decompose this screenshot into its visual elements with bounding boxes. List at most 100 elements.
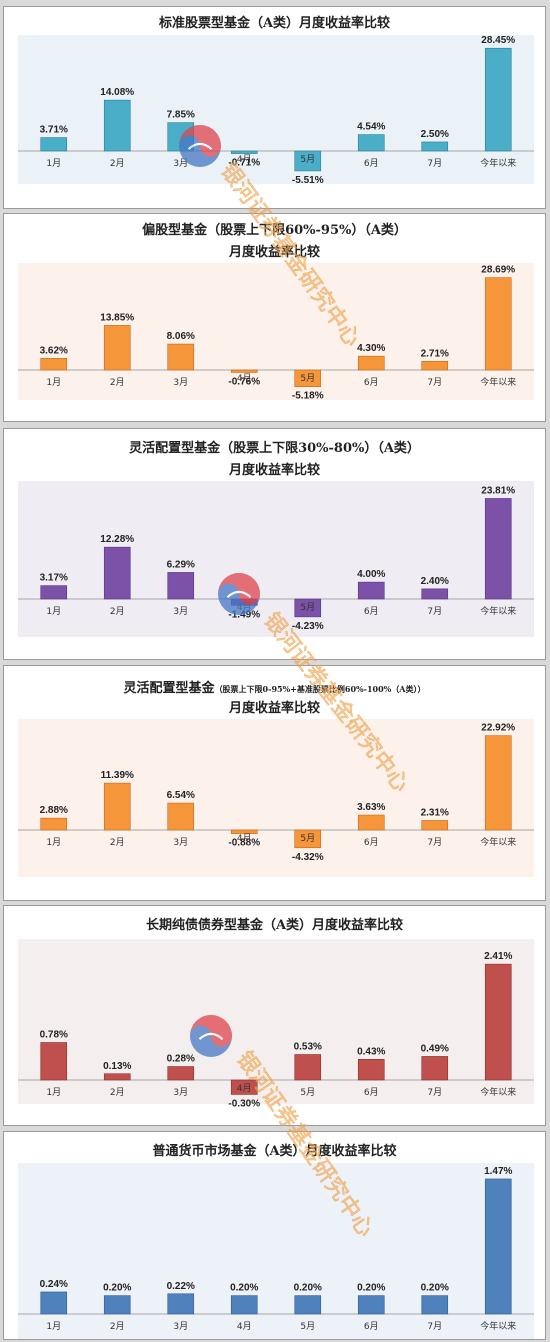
category-label: 5月: [300, 154, 315, 165]
bar: [421, 1056, 449, 1081]
data-label: -0.88%: [228, 838, 260, 849]
chart-svg: 0.78% 1月 0.13% 2月 0.28% 3月 -0.30% 4月 0.53% 5月 0.43…: [18, 939, 534, 1109]
bar: [40, 1042, 68, 1081]
bar: [484, 47, 512, 152]
plot-area: [18, 35, 534, 184]
data-label: 28.45%: [481, 35, 515, 46]
bar: [167, 122, 195, 152]
data-label: -4.23%: [292, 621, 324, 632]
chart-title: 偏股型基金（股票上下限60%-95%）（A类）: [4, 219, 545, 238]
data-label: 12.28%: [100, 534, 134, 545]
bar: [230, 369, 258, 373]
data-label: 0.78%: [40, 1030, 68, 1041]
chart-title-text: 标准股票型基金（A类）月度收益率比较: [158, 16, 391, 31]
data-label: 3.62%: [40, 345, 68, 356]
chart-subtitle: 月度收益率比较: [228, 701, 320, 716]
category-label: 2月: [110, 1087, 125, 1098]
chart-title-text: 灵活配置型基金（股票上下限30%-80%）（A类）: [129, 441, 420, 456]
category-label: 2月: [110, 837, 125, 848]
bar: [40, 817, 68, 831]
bar: [484, 498, 512, 600]
category-label: 1月: [46, 837, 61, 848]
category-label: 5月: [300, 1321, 315, 1332]
bar: [40, 358, 68, 371]
category-label: 3月: [173, 837, 188, 848]
category-label: 6月: [364, 1087, 379, 1098]
data-label: 6.29%: [167, 559, 195, 570]
bar: [230, 1295, 258, 1315]
data-label: 0.28%: [167, 1054, 195, 1065]
chart-subtitle: 月度收益率比较: [228, 463, 320, 478]
bar: [484, 735, 512, 831]
bar: [357, 814, 385, 831]
bar: [40, 585, 68, 600]
data-label: 0.49%: [421, 1043, 449, 1054]
data-label: 4.30%: [357, 343, 385, 354]
data-label: 0.20%: [103, 1283, 131, 1294]
data-label: 0.13%: [103, 1061, 131, 1072]
chart-panel: 0.78% 1月 0.13% 2月 0.28% 3月 -0.30% 4月 0.53% 5月 0.43…: [3, 905, 546, 1126]
category-label: 1月: [46, 158, 61, 169]
category-label: 今年以来: [480, 605, 516, 617]
data-label: 2.31%: [421, 807, 449, 818]
category-label: 4月: [237, 1083, 252, 1094]
data-label: 2.41%: [484, 951, 512, 962]
plot-area: [18, 1163, 534, 1339]
data-label: 0.20%: [421, 1283, 449, 1294]
chart-subtitle: 月度收益率比较: [228, 245, 320, 260]
bar: [167, 572, 195, 600]
chart-panel: 0.24% 1月 0.20% 2月 0.22% 3月 0.20% 4月 0.20% 5月 0.20%…: [3, 1131, 546, 1340]
bar: [294, 369, 322, 387]
data-label: 0.20%: [230, 1283, 258, 1294]
bar: [40, 137, 68, 152]
bar: [484, 1178, 512, 1315]
data-label: -4.32%: [292, 852, 324, 863]
data-label: 3.71%: [40, 125, 68, 136]
category-label: 6月: [364, 377, 379, 388]
bar: [294, 1054, 322, 1081]
data-label: 0.43%: [357, 1046, 385, 1057]
chart-svg: 0.24% 1月 0.20% 2月 0.22% 3月 0.20% 4月 0.20% 5月 0.20%…: [18, 1163, 534, 1339]
bar: [167, 1066, 195, 1081]
data-label: -0.71%: [228, 158, 260, 169]
category-label: 2月: [110, 1321, 125, 1332]
chart-svg: 2.88% 1月 11.39% 2月 6.54% 3月 -0.88%4月 -4.32% 5月 3.…: [18, 719, 534, 877]
chart-panel: 2.88% 1月 11.39% 2月 6.54% 3月 -0.88% 4月 -4.32% 5月 3.…: [3, 665, 546, 901]
data-label: 14.08%: [100, 87, 134, 98]
bar: [167, 802, 195, 831]
bar: [40, 1291, 68, 1315]
category-label: 今年以来: [480, 1320, 516, 1332]
data-label: -0.76%: [228, 376, 260, 387]
category-label: 1月: [46, 606, 61, 617]
data-label: -5.18%: [292, 391, 324, 402]
chart-title-text: 长期纯债债券型基金（A类）月度收益率比较: [145, 918, 404, 933]
bar: [484, 963, 512, 1081]
category-label: 3月: [173, 606, 188, 617]
category-label: 7月: [427, 1321, 442, 1332]
bar: [294, 1295, 322, 1315]
bar: [167, 343, 195, 371]
bar: [103, 546, 131, 600]
data-label: 13.85%: [100, 312, 134, 323]
category-label: 5月: [300, 1087, 315, 1098]
category-label: 7月: [427, 377, 442, 388]
data-label: -0.30%: [228, 1098, 260, 1109]
category-label: 4月: [237, 1321, 252, 1332]
category-label: 6月: [364, 1321, 379, 1332]
plot-area: [18, 939, 534, 1104]
data-label: 2.71%: [421, 348, 449, 359]
data-label: 22.92%: [481, 723, 515, 734]
category-label: 3月: [173, 1087, 188, 1098]
bar: [421, 1295, 449, 1315]
chart-title-text: 普通货币市场基金（A类）月度收益率比较: [152, 1144, 397, 1159]
chart-panel: 3.71% 1月 14.08% 2月 7.85% 3月 -0.71% 4月 -5.51% 5月 4.…: [3, 6, 546, 209]
data-label: 2.50%: [421, 129, 449, 140]
category-label: 2月: [110, 606, 125, 617]
category-label: 5月: [300, 833, 315, 844]
chart-title: 长期纯债债券型基金（A类）月度收益率比较: [4, 914, 545, 933]
data-label: 8.06%: [167, 331, 195, 342]
category-label: 5月: [300, 373, 315, 384]
bar: [294, 829, 322, 849]
data-label: 0.22%: [167, 1281, 195, 1292]
bar: [357, 355, 385, 371]
